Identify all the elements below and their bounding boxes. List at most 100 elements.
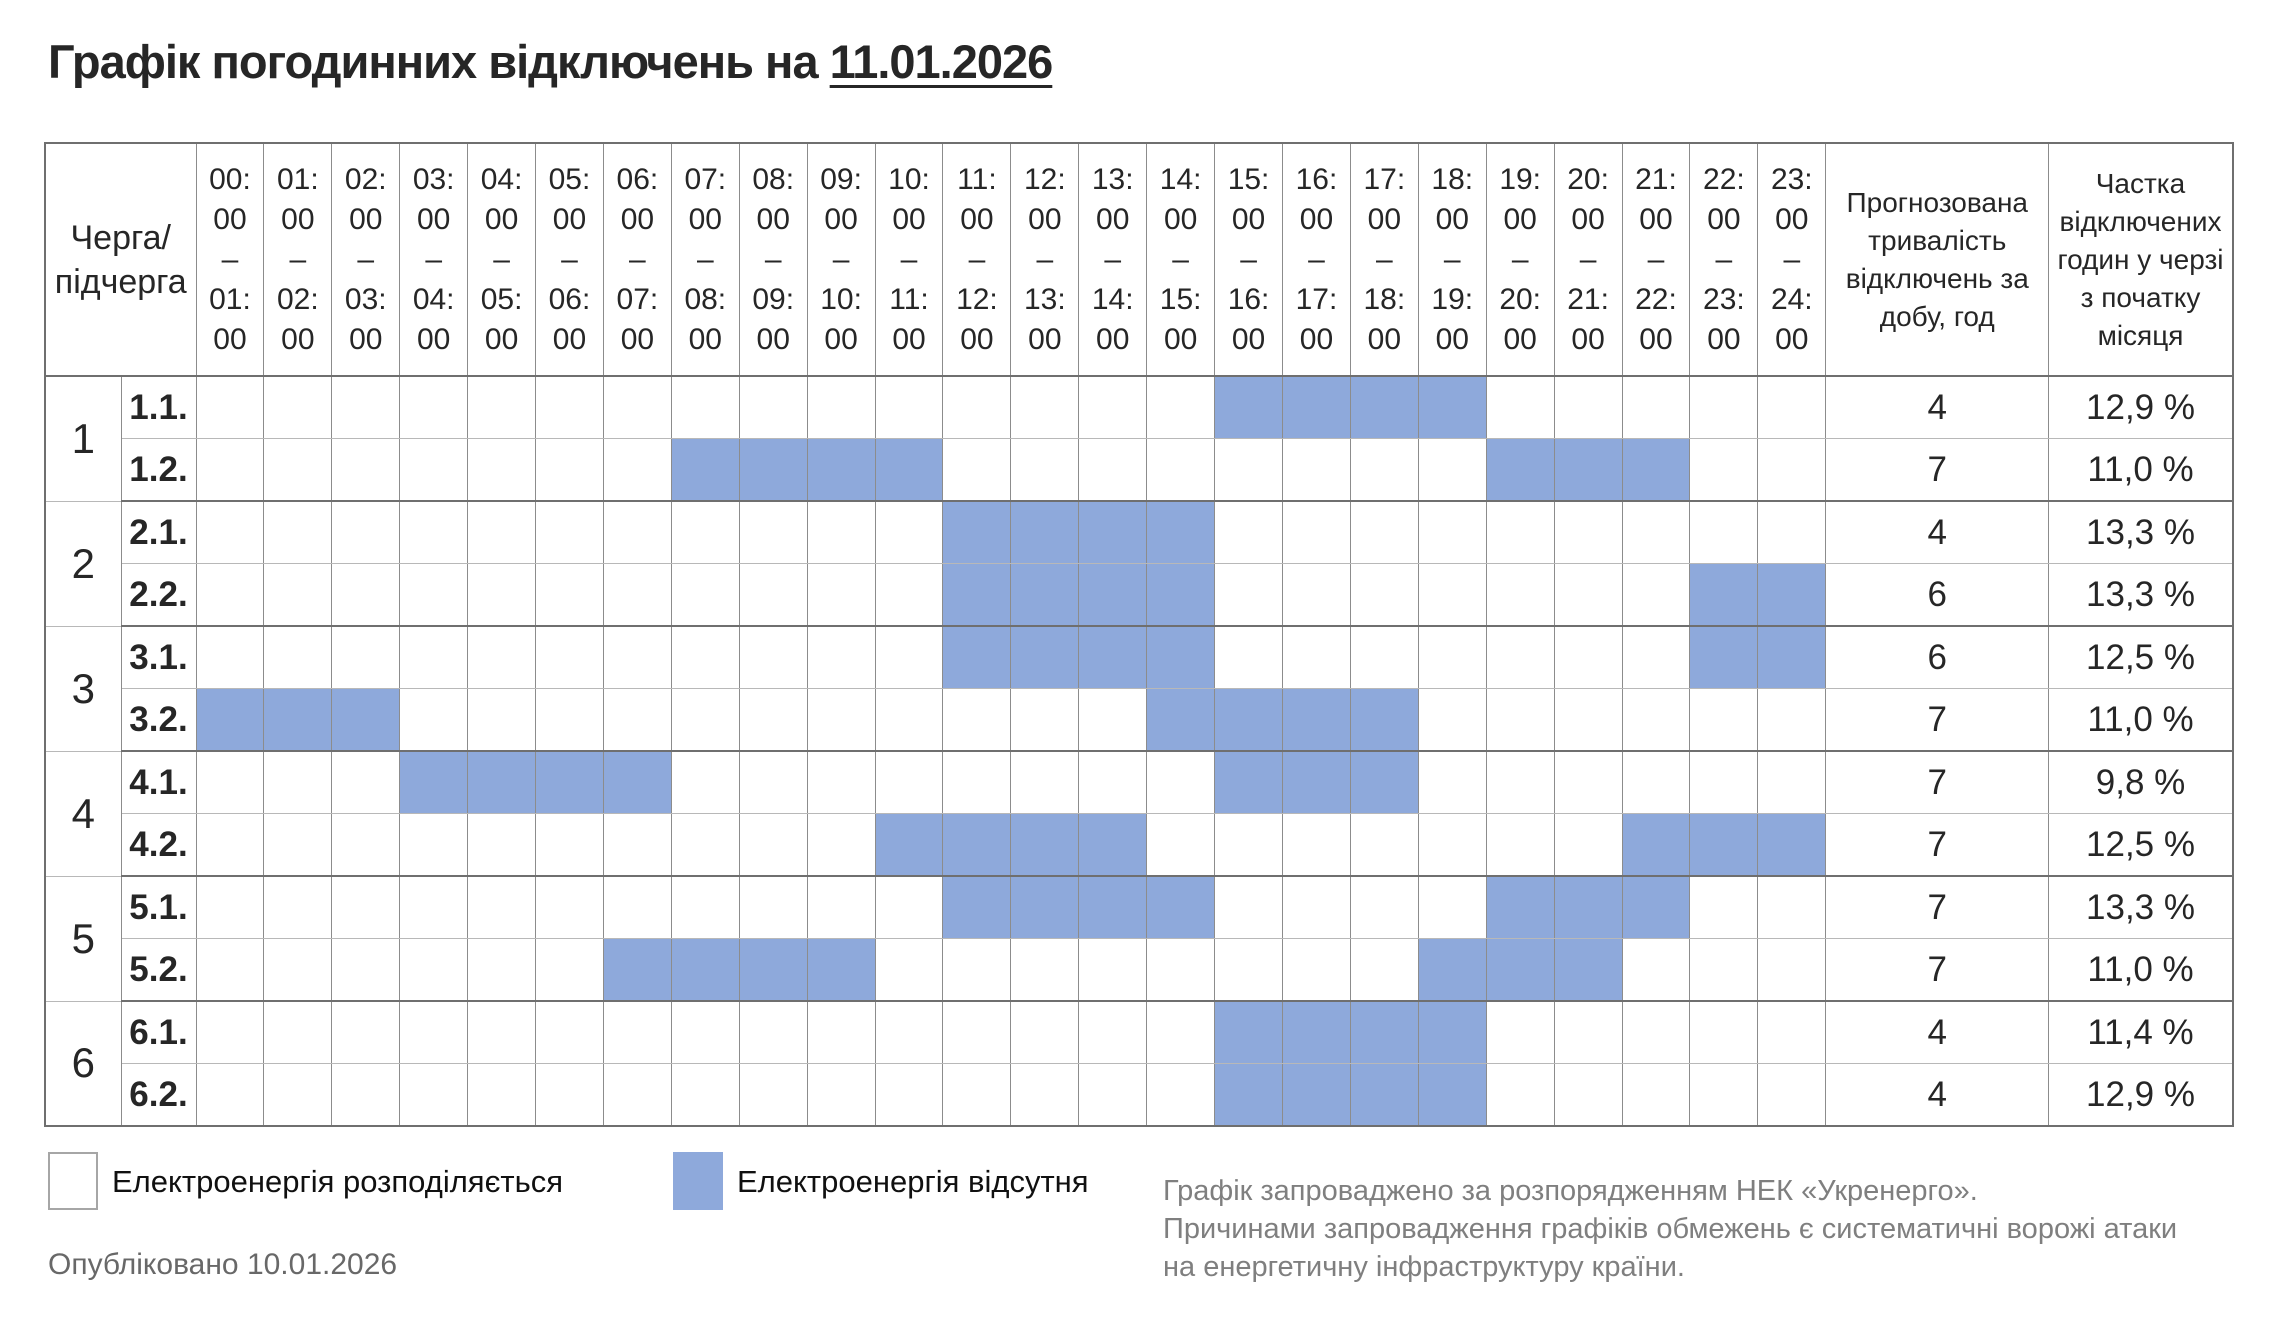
power-on-cell — [1757, 876, 1827, 939]
schedule-row: 5.2. 7 11,0 % — [45, 938, 2234, 1002]
power-on-cell — [1689, 1063, 1759, 1127]
power-on-cell — [1553, 1001, 1623, 1064]
power-on-cell — [806, 813, 876, 877]
schedule-table: Черга/підчерга 00: 00–01: 00 01: 00–02: 00 02: 0… — [44, 142, 2234, 1127]
outage-cell — [1417, 938, 1487, 1002]
time-slot-header: 04: 00–05: 00 — [467, 143, 537, 377]
page-title: Графік погодинних відключень на 11.01.20… — [48, 34, 1053, 89]
outage-cell — [1349, 1063, 1419, 1127]
outage-cell — [1485, 438, 1555, 502]
power-on-cell — [1621, 626, 1691, 689]
power-on-cell — [467, 438, 537, 502]
outage-cell — [1282, 688, 1351, 752]
share-value: 13,3 % — [2048, 563, 2234, 627]
outage-cell — [806, 438, 876, 502]
outage-cell — [874, 438, 944, 502]
power-on-cell — [399, 938, 469, 1002]
power-on-cell — [1078, 688, 1148, 752]
outage-cell — [1146, 626, 1216, 689]
time-slot-header: 17: 00–18: 00 — [1349, 143, 1419, 377]
outage-cell — [1146, 501, 1216, 564]
power-on-cell — [806, 563, 876, 627]
power-on-cell — [467, 813, 537, 877]
footer-note: Графік запроваджено за розпорядженням НЕ… — [1163, 1172, 2177, 1286]
outage-cell — [467, 751, 537, 814]
power-on-cell — [535, 938, 604, 1002]
outage-cell — [942, 563, 1012, 627]
power-on-cell — [806, 751, 876, 814]
power-on-cell — [1010, 1063, 1080, 1127]
duration-value: 6 — [1825, 626, 2050, 689]
power-on-cell — [1349, 626, 1419, 689]
power-on-cell — [1282, 438, 1351, 502]
time-slot-header: 18: 00–19: 00 — [1417, 143, 1487, 377]
power-on-cell — [1621, 376, 1691, 439]
power-on-cell — [263, 813, 333, 877]
duration-value: 7 — [1825, 688, 2050, 752]
time-slot-header: 06: 00–07: 00 — [602, 143, 672, 377]
share-value: 11,4 % — [2048, 1001, 2234, 1064]
power-on-cell — [942, 938, 1012, 1002]
schedule-row: 6.2. 4 12,9 % — [45, 1063, 2234, 1127]
power-on-cell — [1078, 1063, 1148, 1127]
outage-cell — [1214, 1001, 1283, 1064]
power-on-cell — [806, 1063, 876, 1127]
power-on-cell — [1146, 376, 1216, 439]
power-on-cell — [535, 563, 604, 627]
power-on-cell — [195, 626, 265, 689]
outage-cell — [195, 688, 265, 752]
power-on-cell — [874, 501, 944, 564]
power-on-cell — [1485, 376, 1555, 439]
subqueue-label: 6.1. — [120, 1001, 197, 1064]
power-on-cell — [1621, 563, 1691, 627]
queue-number: 3 — [44, 626, 122, 752]
outage-cell — [942, 813, 1012, 877]
schedule-header: Черга/підчерга 00: 00–01: 00 01: 00–02: 00 02: 0… — [44, 143, 2234, 377]
power-on-cell — [1553, 626, 1623, 689]
power-on-cell — [942, 1001, 1012, 1064]
power-on-cell — [399, 501, 469, 564]
power-on-cell — [602, 626, 672, 689]
power-on-cell — [195, 563, 265, 627]
power-on-cell — [1214, 876, 1283, 939]
power-on-cell — [1349, 563, 1419, 627]
power-on-cell — [602, 376, 672, 439]
schedule-row: 4.2. 7 12,5 % — [45, 813, 2234, 877]
outage-cell — [1214, 1063, 1283, 1127]
outage-cell — [1689, 813, 1759, 877]
power-on-cell — [1553, 688, 1623, 752]
share-value: 12,9 % — [2048, 376, 2234, 439]
power-on-cell — [467, 563, 537, 627]
queue-number: 6 — [44, 1001, 122, 1127]
power-on-cell — [263, 938, 333, 1002]
duration-value: 7 — [1825, 876, 2050, 939]
outage-cell — [1078, 563, 1148, 627]
subqueue-label: 1.1. — [120, 376, 197, 439]
power-on-cell — [942, 438, 1012, 502]
outage-cell — [670, 938, 740, 1002]
power-on-cell — [1010, 751, 1080, 814]
power-on-cell — [467, 938, 537, 1002]
power-on-cell — [195, 938, 265, 1002]
duration-value: 4 — [1825, 501, 2050, 564]
schedule-row: 1.2. 7 11,0 % — [45, 438, 2234, 502]
power-on-cell — [1485, 813, 1555, 877]
duration-value: 6 — [1825, 563, 2050, 627]
power-on-cell — [1146, 438, 1216, 502]
power-on-cell — [1485, 1063, 1555, 1127]
power-on-cell — [331, 626, 401, 689]
outage-cell — [1485, 876, 1555, 939]
outage-cell — [1417, 376, 1487, 439]
outage-cell — [1078, 501, 1148, 564]
power-on-cell — [1010, 376, 1080, 439]
subqueue-label: 4.1. — [120, 751, 197, 814]
power-on-cell — [1282, 626, 1351, 689]
power-on-cell — [1349, 501, 1419, 564]
power-on-cell — [535, 626, 604, 689]
power-on-cell — [535, 438, 604, 502]
power-on-cell — [874, 938, 944, 1002]
duration-value: 4 — [1825, 1001, 2050, 1064]
power-on-cell — [670, 813, 740, 877]
queue-number: 2 — [44, 501, 122, 627]
power-on-cell — [806, 626, 876, 689]
